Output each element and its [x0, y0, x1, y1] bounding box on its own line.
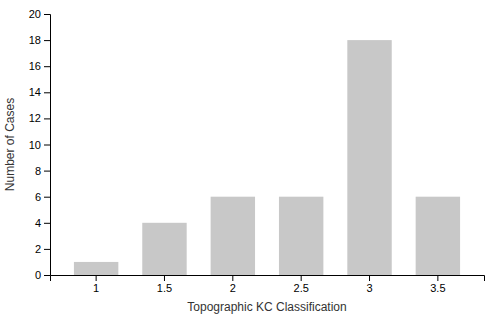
tick: 8: [35, 165, 50, 177]
chart: 0 2 4 6 8 10 12 14 16 18 20 1 1.5 2 2.5 3 3.5 Topographic…: [0, 0, 500, 319]
tick: 14: [29, 86, 50, 98]
tick: 3.5: [430, 275, 445, 294]
tick: 16: [29, 60, 50, 72]
tick-label: 8: [35, 165, 41, 177]
tick-label: 18: [29, 34, 41, 46]
tick-label: 6: [35, 191, 41, 203]
tick: 3: [366, 275, 372, 294]
tick-mark: [44, 40, 50, 41]
tick-label: 12: [29, 112, 41, 124]
tick: 0: [35, 269, 50, 281]
tick-label: 0: [35, 269, 41, 281]
bar: [416, 197, 460, 275]
tick-label: 2.5: [294, 282, 309, 294]
plot: 0 2 4 6 8 10 12 14 16 18 20 1 1.5 2 2.5 3 3.5: [29, 8, 485, 294]
tick: 20: [29, 8, 50, 20]
y-axis-title: Number of Cases: [3, 98, 17, 191]
axis-line: [44, 15, 51, 276]
tick: 6: [35, 191, 50, 203]
tick-mark: [44, 249, 50, 250]
tick: 2: [35, 243, 50, 255]
tick: 2: [230, 275, 236, 294]
tick: 4: [35, 217, 50, 229]
axis-line: [51, 276, 485, 282]
tick: 18: [29, 34, 50, 46]
tick-mark: [232, 275, 233, 281]
tick-label: 2: [35, 243, 41, 255]
tick: 1.5: [157, 275, 172, 294]
tick-mark: [44, 275, 50, 276]
tick-label: 4: [35, 217, 41, 229]
tick: 10: [29, 139, 50, 151]
y-axis: 0 2 4 6 8 10 12 14 16 18 20: [29, 8, 51, 281]
bar: [74, 262, 118, 275]
tick-mark: [44, 14, 50, 15]
tick-label: 16: [29, 60, 41, 72]
tick-mark: [301, 275, 302, 281]
tick-mark: [44, 171, 50, 172]
bar: [347, 40, 391, 275]
x-axis: 1 1.5 2 2.5 3 3.5: [51, 275, 485, 294]
tick-mark: [164, 275, 165, 281]
tick-label: 10: [29, 139, 41, 151]
tick-mark: [369, 275, 370, 281]
tick-label: 3: [366, 282, 372, 294]
bar: [279, 197, 323, 275]
tick-mark: [44, 66, 50, 67]
bar: [142, 223, 186, 275]
tick-label: 2: [230, 282, 236, 294]
tick-mark: [437, 275, 438, 281]
tick-mark: [44, 118, 50, 119]
tick-mark: [96, 275, 97, 281]
tick-mark: [44, 223, 50, 224]
bar: [211, 197, 255, 275]
tick-label: 1: [93, 282, 99, 294]
tick-mark: [44, 92, 50, 93]
bars: [74, 40, 460, 275]
tick-label: 3.5: [430, 282, 445, 294]
tick-mark: [44, 145, 50, 146]
tick-label: 14: [29, 86, 41, 98]
tick-label: 1.5: [157, 282, 172, 294]
tick: 2.5: [294, 275, 309, 294]
tick-label: 20: [29, 8, 41, 20]
x-axis-title: Topographic KC Classification: [187, 300, 346, 314]
tick: 1: [93, 275, 99, 294]
tick: 12: [29, 112, 50, 124]
tick-mark: [44, 197, 50, 198]
